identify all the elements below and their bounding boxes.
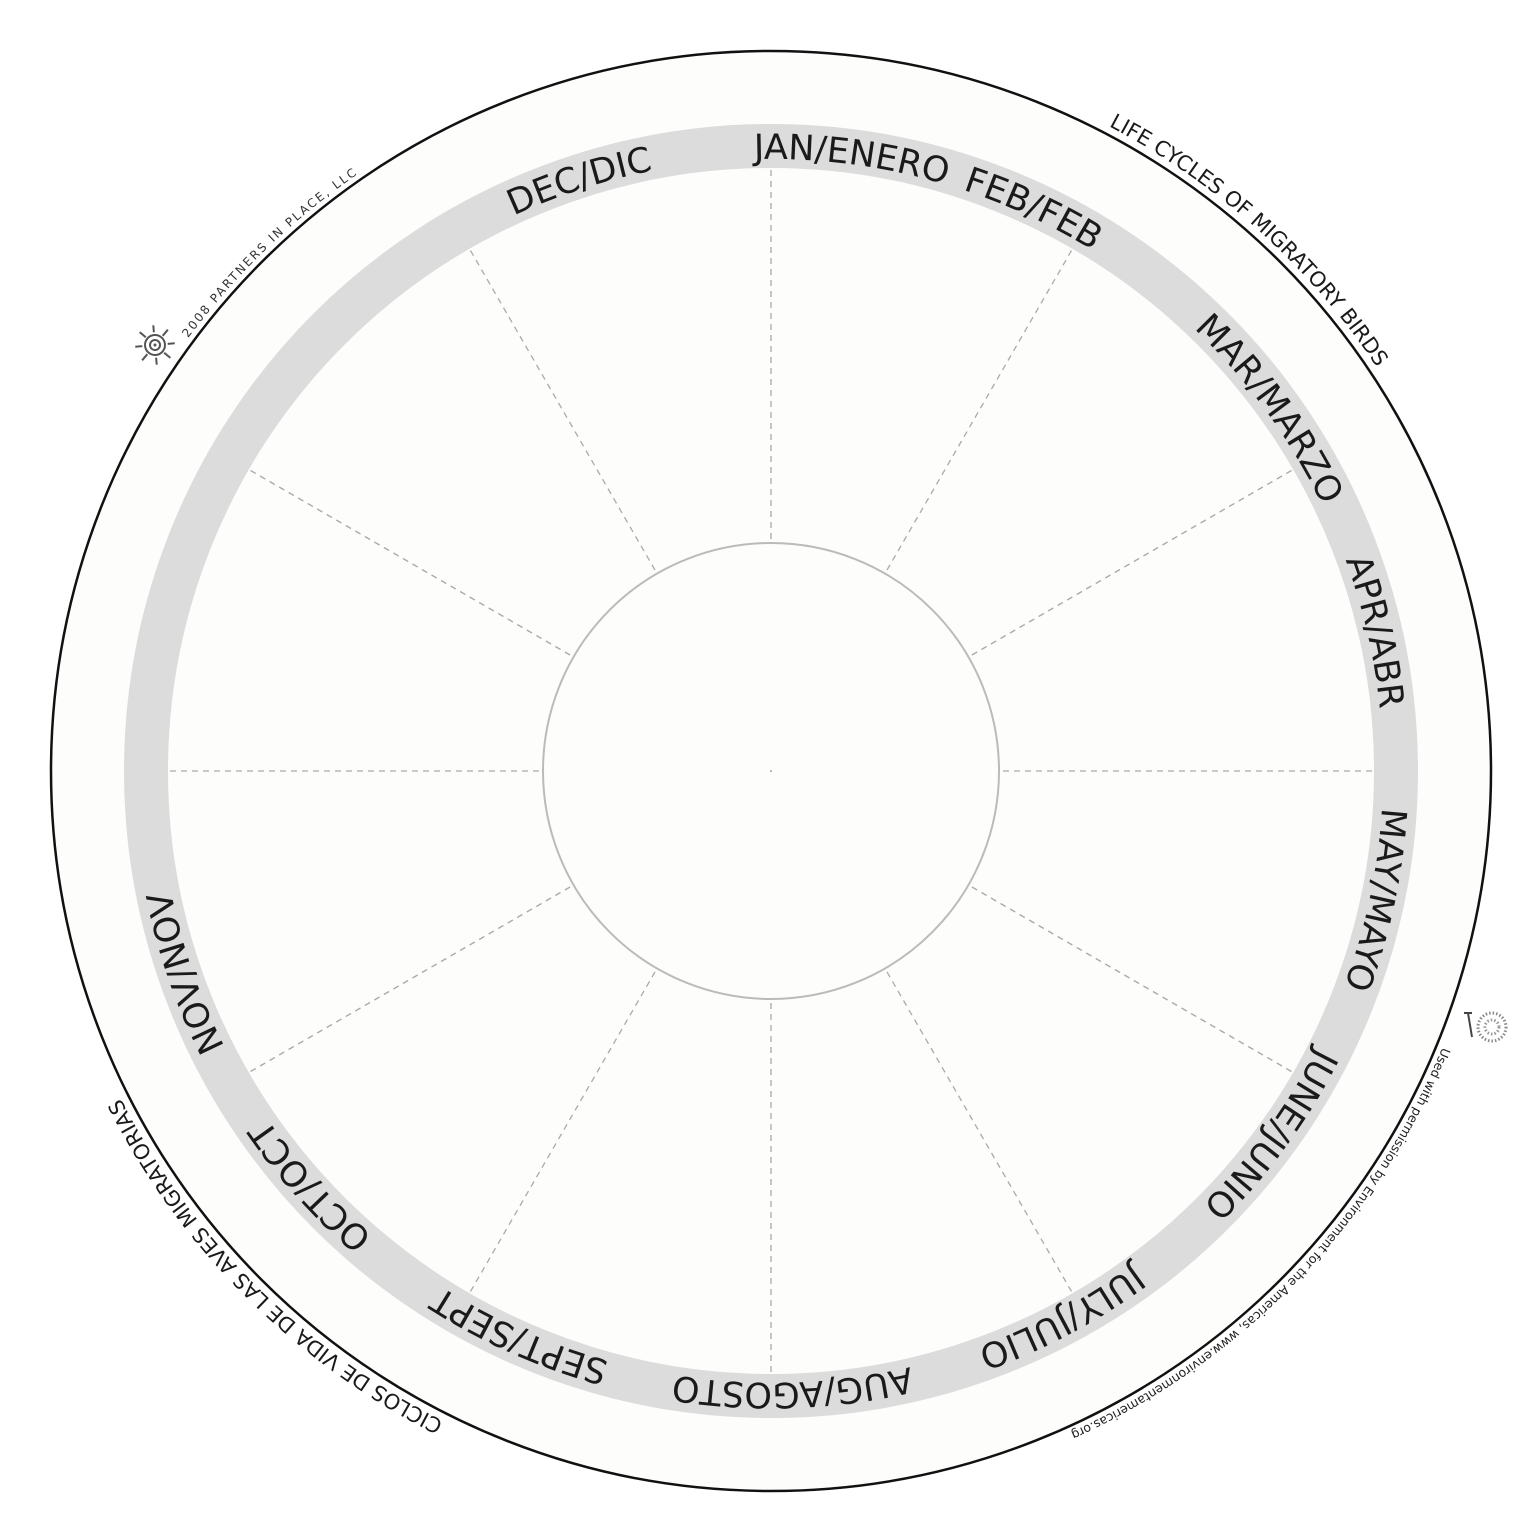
sector-divider [971, 886, 1294, 1074]
sector-divider [248, 468, 571, 656]
center-dot [770, 770, 772, 772]
tree-bird-logo-icon [1464, 1011, 1508, 1043]
sector-divider [468, 971, 656, 1294]
sector-divider [971, 468, 1294, 656]
month-ring [124, 124, 1418, 1418]
sector-divider [248, 886, 571, 1074]
sector-dividers [168, 168, 1374, 1374]
sector-divider [886, 248, 1074, 571]
sector-divider [886, 971, 1074, 1294]
spiral-sun-logo-icon [135, 325, 175, 365]
sector-divider [468, 248, 656, 571]
